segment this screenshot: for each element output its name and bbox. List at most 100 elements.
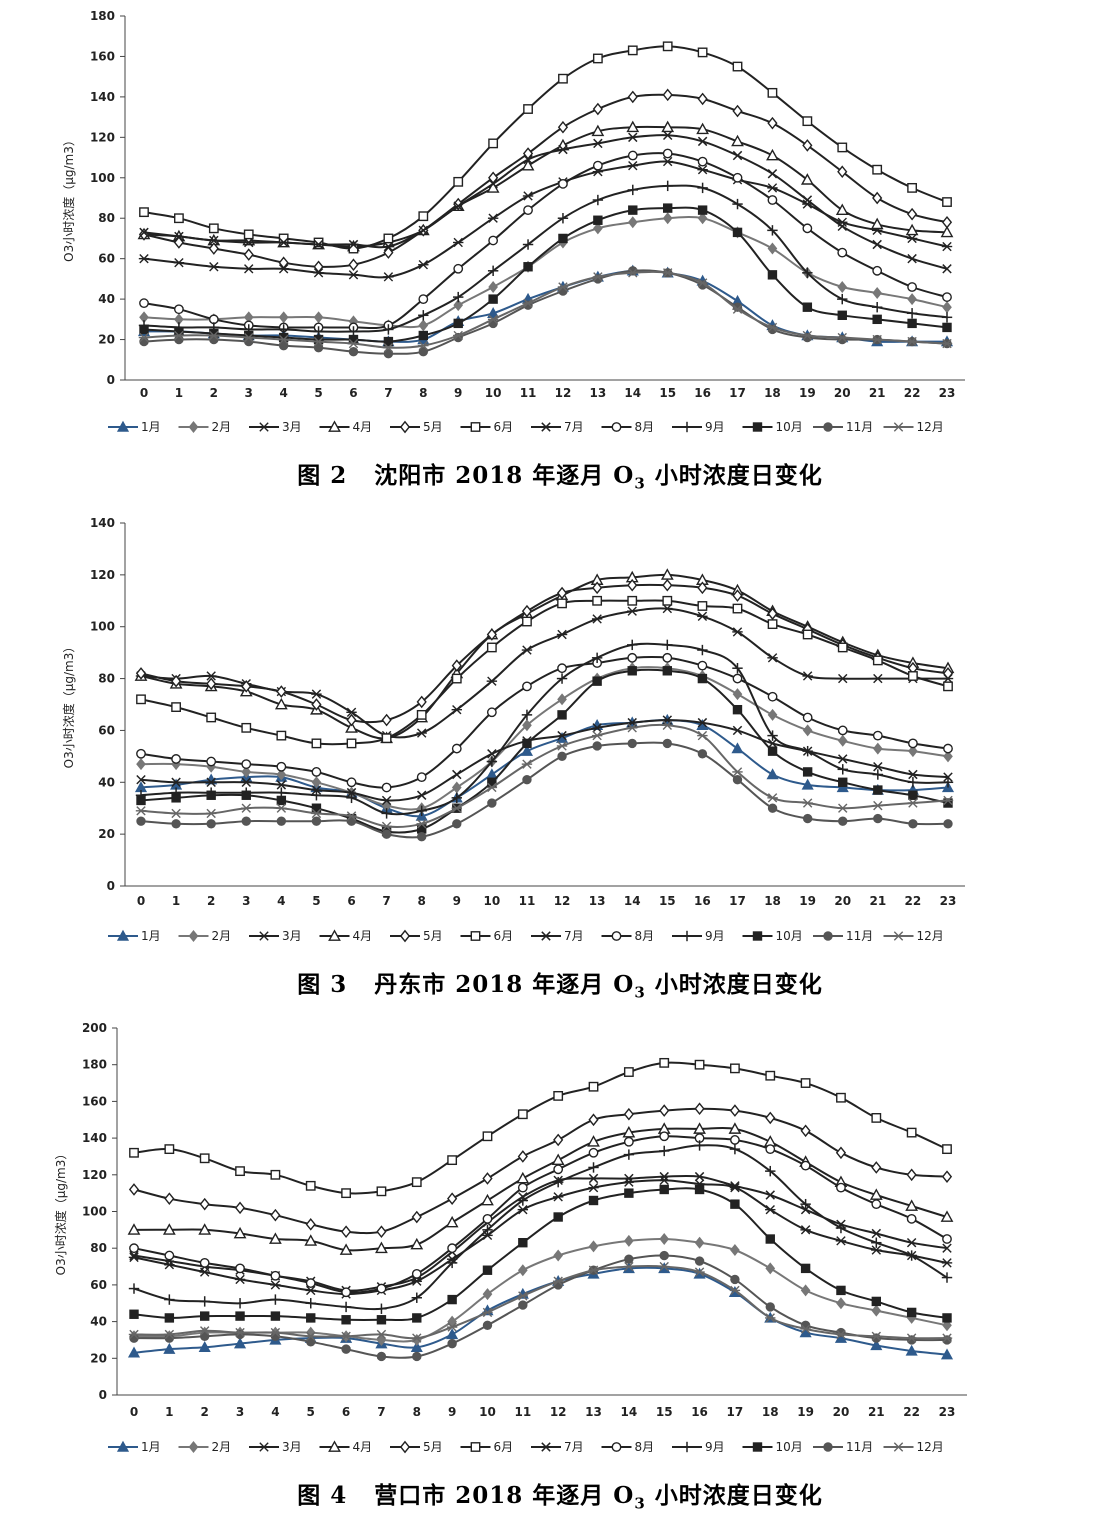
y-tick-label: 0 — [107, 373, 115, 387]
x-tick-label: 10 — [484, 894, 501, 908]
data-point — [628, 132, 638, 143]
data-point — [241, 680, 252, 693]
data-point — [905, 1344, 918, 1356]
legend-label: 4月 — [353, 420, 373, 434]
data-point — [418, 211, 429, 222]
data-point — [557, 120, 569, 134]
data-point — [837, 734, 848, 747]
series-line — [140, 741, 949, 839]
data-point — [662, 639, 673, 651]
data-point — [800, 173, 814, 185]
legend-marker — [681, 1441, 693, 1453]
data-point — [233, 1337, 247, 1349]
data-point — [592, 194, 604, 206]
data-point — [243, 264, 254, 274]
data-point — [341, 1287, 351, 1298]
y-tick-label: 40 — [98, 775, 115, 789]
data-point — [802, 195, 813, 205]
data-point — [276, 730, 287, 741]
data-point — [198, 1223, 212, 1235]
data-point — [659, 1261, 670, 1272]
data-point — [697, 164, 708, 175]
x-tick-label: 3 — [236, 1405, 244, 1419]
data-point — [907, 318, 917, 329]
data-point — [553, 1212, 563, 1222]
data-point — [836, 1285, 846, 1296]
data-point — [943, 798, 953, 808]
data-point — [802, 767, 813, 777]
data-point — [872, 265, 883, 276]
data-point — [235, 1311, 245, 1321]
data-point — [627, 184, 638, 196]
data-point — [871, 302, 883, 313]
data-point — [129, 1309, 139, 1319]
data-point — [243, 332, 254, 343]
data-point — [593, 222, 603, 235]
x-tick-label: 14 — [624, 386, 641, 400]
series-10月 — [136, 666, 953, 837]
data-point — [732, 589, 743, 602]
data-point — [662, 578, 673, 592]
data-point — [348, 346, 359, 357]
data-point — [942, 1243, 952, 1253]
data-point — [278, 340, 289, 351]
data-point — [871, 1228, 882, 1239]
data-point — [837, 165, 848, 179]
data-point — [872, 673, 884, 684]
legend-marker — [541, 1442, 551, 1452]
data-point — [276, 795, 287, 806]
data-point — [410, 1237, 424, 1250]
data-point — [416, 819, 427, 829]
data-point — [627, 639, 638, 651]
data-point — [659, 1233, 670, 1246]
data-point — [416, 695, 427, 709]
data-point — [872, 314, 882, 325]
data-point — [234, 1298, 246, 1309]
data-point — [627, 595, 638, 606]
x-tick-label: 7 — [384, 386, 392, 400]
data-point — [627, 45, 638, 56]
data-point — [942, 1144, 952, 1155]
data-point — [697, 644, 708, 656]
data-point — [837, 142, 848, 153]
data-point — [208, 262, 220, 272]
legend-item: 11月 — [813, 929, 873, 943]
data-point — [383, 272, 394, 282]
legend-marker — [611, 931, 622, 941]
series-line — [143, 125, 948, 248]
data-point — [592, 581, 603, 595]
data-point — [627, 578, 638, 592]
x-tick-label: 4 — [271, 1405, 279, 1419]
y-tick-label: 20 — [98, 333, 115, 347]
data-point — [697, 136, 708, 147]
data-point — [276, 816, 287, 826]
data-point — [765, 1070, 776, 1081]
data-point — [624, 1254, 634, 1264]
legend-label: 9月 — [705, 1440, 725, 1454]
data-point — [942, 1319, 952, 1332]
data-point — [588, 1113, 599, 1127]
data-point — [278, 256, 289, 270]
data-point — [276, 768, 287, 781]
data-point — [871, 1331, 882, 1341]
legend-label: 6月 — [494, 929, 514, 943]
legend-item: 6月 — [460, 1440, 513, 1454]
legend-item: 4月 — [319, 929, 372, 943]
data-point — [908, 671, 918, 681]
data-point — [767, 242, 778, 255]
data-point — [383, 336, 394, 347]
data-point — [383, 324, 394, 335]
data-point — [730, 1063, 740, 1074]
data-point — [627, 666, 637, 676]
data-point — [383, 342, 394, 353]
y-tick-label: 140 — [90, 90, 115, 104]
legend-label: 11月 — [846, 420, 873, 434]
data-point — [517, 1204, 529, 1215]
data-point — [731, 134, 744, 147]
data-point — [521, 645, 533, 655]
figure-3-dandong: 0 20 40 60 80 100 120 140 O3小时浓度（μg/m3） 0 1 2 3 4 5 6 7 8… — [0, 505, 1120, 950]
data-point — [697, 601, 708, 611]
data-point — [942, 777, 954, 788]
data-point — [410, 1341, 423, 1352]
